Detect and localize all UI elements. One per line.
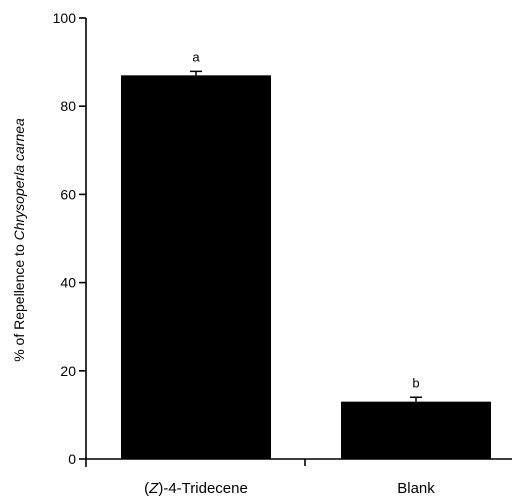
x-tick-label: (Z)-4-Tridecene [144,480,248,497]
x-tick-label: Blank [397,480,435,497]
y-tick-label: 20 [60,363,76,379]
y-axis: 0 20 40 60 80 100 [53,10,87,467]
y-tick-label: 100 [53,10,77,26]
y-tick-label: 60 [60,186,76,202]
y-axis-title-prefix: % of Repellence to [11,240,27,361]
significance-letter: b [412,375,419,390]
y-tick-label: 40 [60,275,76,291]
y-axis-title: % of Repellence to Chrysoperla carnea [11,118,27,362]
y-axis-title-species: Chrysoperla carnea [11,118,27,240]
bar [121,75,271,459]
bars: ab [121,49,491,459]
bar [341,401,491,459]
x-axis: (Z)-4-Tridecene Blank [86,458,512,497]
y-tick-label: 80 [60,98,76,114]
significance-letter: a [192,49,200,64]
y-tick-label: 0 [68,451,76,467]
